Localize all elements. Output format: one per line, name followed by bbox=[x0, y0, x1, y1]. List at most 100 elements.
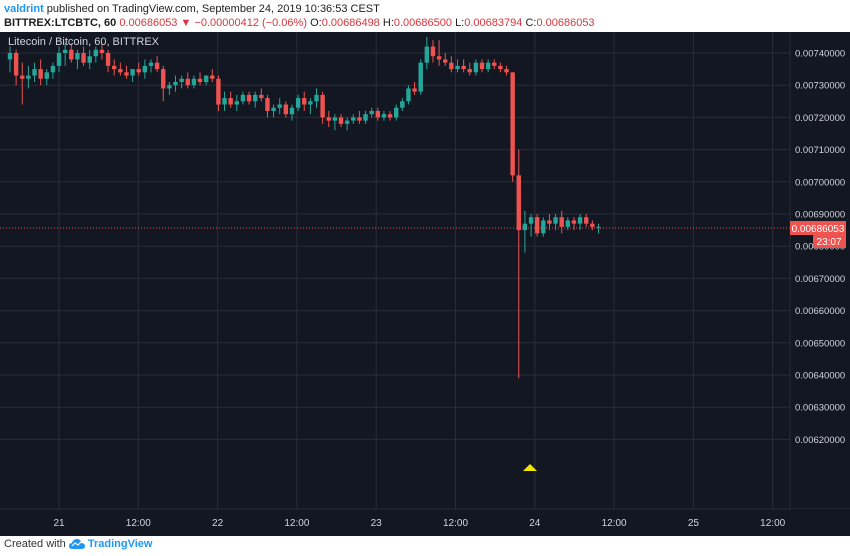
price-tick-label: 0.00670000 bbox=[795, 274, 845, 285]
candle bbox=[271, 104, 276, 118]
candle bbox=[351, 114, 356, 124]
created-with-text: Created with bbox=[4, 538, 66, 550]
candle-body bbox=[112, 65, 117, 70]
candle-body bbox=[283, 104, 289, 115]
candle-body bbox=[136, 69, 141, 73]
chart-canvas[interactable]: 0.00740000 0.00730000 0.00720000 0.00710000… bbox=[0, 32, 850, 536]
candle bbox=[44, 69, 49, 86]
candle bbox=[344, 117, 350, 131]
price-tick-label: 0.00730000 bbox=[795, 81, 845, 92]
candle bbox=[424, 36, 430, 70]
candle-body bbox=[534, 217, 540, 234]
candle-body bbox=[308, 101, 313, 105]
price-tick-label: 0.00720000 bbox=[795, 113, 845, 124]
candle bbox=[185, 72, 190, 89]
candle-body bbox=[571, 220, 577, 224]
candle bbox=[504, 65, 509, 76]
author-name[interactable]: valdrint bbox=[4, 3, 44, 15]
candle-body bbox=[50, 65, 56, 73]
candle bbox=[596, 223, 601, 234]
candle-body bbox=[369, 110, 374, 115]
candle bbox=[173, 75, 178, 92]
candle-body bbox=[596, 226, 601, 228]
candle bbox=[148, 59, 154, 73]
close-label: C: bbox=[525, 17, 537, 29]
time-tick-label: 22 bbox=[212, 518, 224, 529]
candle bbox=[393, 104, 399, 121]
candle bbox=[461, 59, 466, 73]
candle-body bbox=[216, 78, 221, 105]
candle bbox=[381, 110, 387, 121]
candle bbox=[105, 49, 111, 73]
candle-body bbox=[253, 94, 258, 102]
candle bbox=[375, 107, 380, 121]
candle-body bbox=[93, 49, 99, 57]
high-value: 0.00686500 bbox=[393, 17, 452, 29]
candle-body bbox=[522, 223, 528, 231]
candle bbox=[7, 46, 13, 73]
tradingview-logo-icon bbox=[68, 538, 85, 553]
candle-body bbox=[20, 75, 25, 79]
candle-body bbox=[167, 85, 172, 89]
candle-body bbox=[528, 217, 534, 224]
candle-body bbox=[124, 72, 129, 76]
tradingview-brand[interactable]: TradingView bbox=[87, 538, 153, 550]
price-change: −0.00000412 (−0.06%) bbox=[194, 17, 307, 29]
candle bbox=[283, 101, 289, 118]
candle-body bbox=[565, 220, 571, 227]
candle bbox=[38, 59, 43, 86]
price-tick-label: 0.00740000 bbox=[795, 49, 845, 60]
candle-body bbox=[455, 65, 460, 70]
candle bbox=[191, 75, 197, 89]
candle bbox=[308, 98, 313, 115]
candle-body bbox=[44, 72, 49, 79]
ohlc-legend: BITTREX:LTCBTC, 60 0.00686053 ▼ −0.00000… bbox=[4, 17, 595, 29]
candle-body bbox=[99, 49, 105, 53]
candle-body bbox=[87, 56, 92, 63]
candle bbox=[234, 94, 240, 111]
candle-body bbox=[510, 72, 515, 176]
price-tick-label: 0.00630000 bbox=[795, 403, 845, 414]
candle bbox=[455, 59, 460, 73]
candle-body bbox=[130, 69, 135, 76]
time-axis[interactable]: 21 12:00 22 12:00 23 12:00 24 12:00 25 12:00 bbox=[53, 518, 785, 529]
candle-body bbox=[344, 120, 350, 124]
candle-body bbox=[259, 94, 264, 99]
down-arrow-icon: ▼ bbox=[180, 17, 192, 29]
candle-body bbox=[473, 62, 479, 73]
candle-body bbox=[69, 49, 74, 60]
candle bbox=[179, 75, 184, 89]
candle bbox=[467, 62, 472, 76]
candle bbox=[295, 94, 301, 111]
candle-body bbox=[271, 107, 276, 111]
candle-body bbox=[246, 94, 252, 102]
candle-body bbox=[7, 53, 13, 60]
price-axis[interactable] bbox=[790, 32, 850, 536]
candle bbox=[338, 114, 344, 128]
candle-body bbox=[228, 98, 233, 105]
time-tick-label: 12:00 bbox=[284, 518, 309, 529]
price-tick-label: 0.00700000 bbox=[795, 177, 845, 188]
candle-body bbox=[222, 98, 227, 105]
candle bbox=[449, 56, 454, 73]
candle bbox=[387, 110, 393, 121]
candle bbox=[13, 49, 19, 86]
candle bbox=[571, 217, 577, 231]
time-tick-label: 12:00 bbox=[443, 518, 468, 529]
candle bbox=[590, 220, 595, 231]
candle-body bbox=[412, 88, 417, 92]
candle-body bbox=[210, 75, 215, 79]
candle-body bbox=[436, 56, 442, 60]
candle bbox=[485, 59, 491, 73]
candle bbox=[357, 110, 362, 124]
candle-body bbox=[197, 78, 203, 82]
candle-body bbox=[240, 94, 246, 102]
time-tick-label: 25 bbox=[688, 518, 700, 529]
candle bbox=[124, 65, 129, 79]
published-text: published on TradingView.com, September … bbox=[46, 3, 380, 15]
candle-body bbox=[105, 53, 111, 66]
candle bbox=[26, 65, 31, 89]
candle bbox=[118, 62, 123, 76]
candle bbox=[473, 59, 479, 76]
candle-body bbox=[504, 69, 509, 73]
